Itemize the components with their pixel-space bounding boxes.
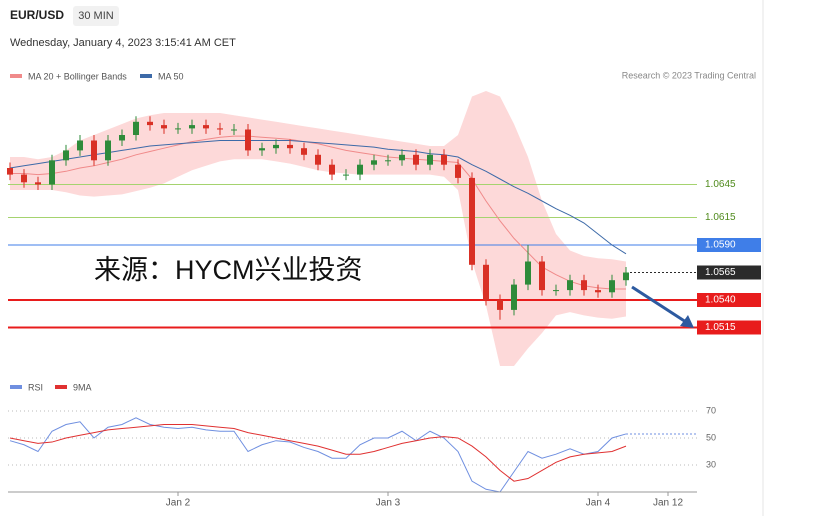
watermark: 来源：HYCM兴业投资 [94,255,363,285]
candle-body [329,164,335,175]
candle-body [161,125,167,129]
candle-body [273,144,279,149]
candle-body [231,129,237,131]
candle-body [539,261,545,291]
interval-box [73,6,119,26]
legend-label: 9MA [73,382,92,392]
x-tick-label: Jan 2 [166,498,191,509]
candle-body [483,264,489,300]
datetime: Wednesday, January 4, 2023 3:15:41 AM CE… [10,37,236,49]
candle-body [385,160,391,162]
level-label: 1.0515 [705,322,736,333]
legend-swatch [140,74,152,78]
interval: 30 MIN [78,10,114,22]
candle-body [623,272,629,281]
candle-body [371,160,377,165]
candle-body [77,140,83,151]
candle-body [357,164,363,175]
rsi-line [9,424,627,482]
legend-swatch [10,385,22,389]
credit: Research © 2023 Trading Central [622,70,756,80]
x-tick-label: Jan 4 [586,498,611,509]
candle-body [511,284,517,310]
candle-body [525,261,531,285]
x-tick-label: Jan 12 [653,498,683,509]
candle-body [413,154,419,165]
candle-body [553,290,559,292]
level-label: 1.0645 [705,179,736,190]
candle-body [119,135,125,141]
candle-body [497,300,503,310]
legend-label: MA 50 [158,71,184,81]
candle-body [427,154,433,165]
rsi-tick-label: 50 [706,432,716,442]
level-label: 1.0590 [705,240,736,251]
candle-body [287,144,293,149]
level-label-box [697,265,761,280]
candle-body [49,160,55,185]
bollinger-band [10,91,626,366]
candle-body [343,174,349,176]
candle-body [399,154,405,161]
candle-body [175,128,181,130]
legend-swatch [55,385,67,389]
level-label: 1.0565 [705,267,736,278]
candle-body [105,140,111,161]
level-label-box [697,293,761,307]
candle-body [203,125,209,129]
candle-body [581,280,587,291]
symbol: EUR/USD [10,8,64,22]
candle-body [21,174,27,183]
candle-body [133,121,139,135]
candle-body [91,140,97,161]
candle-body [217,128,223,130]
level-label-box [697,238,761,252]
candle-body [7,168,13,175]
candle-body [245,129,251,151]
ma-line [10,135,626,290]
candle-body [469,177,475,265]
ma-line [9,140,627,255]
candle-body [595,290,601,293]
level-label: 1.0540 [705,295,736,306]
level-label-box [697,320,761,335]
legend-swatch [10,74,22,78]
plot: 1.0645 1.0615 1.0590 1.0565 1.0540 1.0515 MA 2… [7,71,761,509]
candle-body [35,182,41,185]
x-tick-label: Jan 3 [376,498,401,509]
candle-body [315,154,321,165]
legend-label: RSI [28,382,43,392]
level-label: 1.0615 [705,212,736,223]
rsi-tick-label: 70 [706,405,716,415]
candle-body [567,280,573,291]
candle-body [147,121,153,126]
candle-body [63,150,69,161]
candle-body [609,280,615,293]
candle-body [259,148,265,151]
legend-label: MA 20 + Bollinger Bands [28,71,127,81]
rsi-line [9,417,627,493]
candle-body [189,125,195,129]
candle-body [301,148,307,155]
forecast-arrow [631,285,694,328]
candle-body [455,164,461,178]
rsi-tick-label: 30 [706,459,716,469]
candle-body [441,154,447,165]
